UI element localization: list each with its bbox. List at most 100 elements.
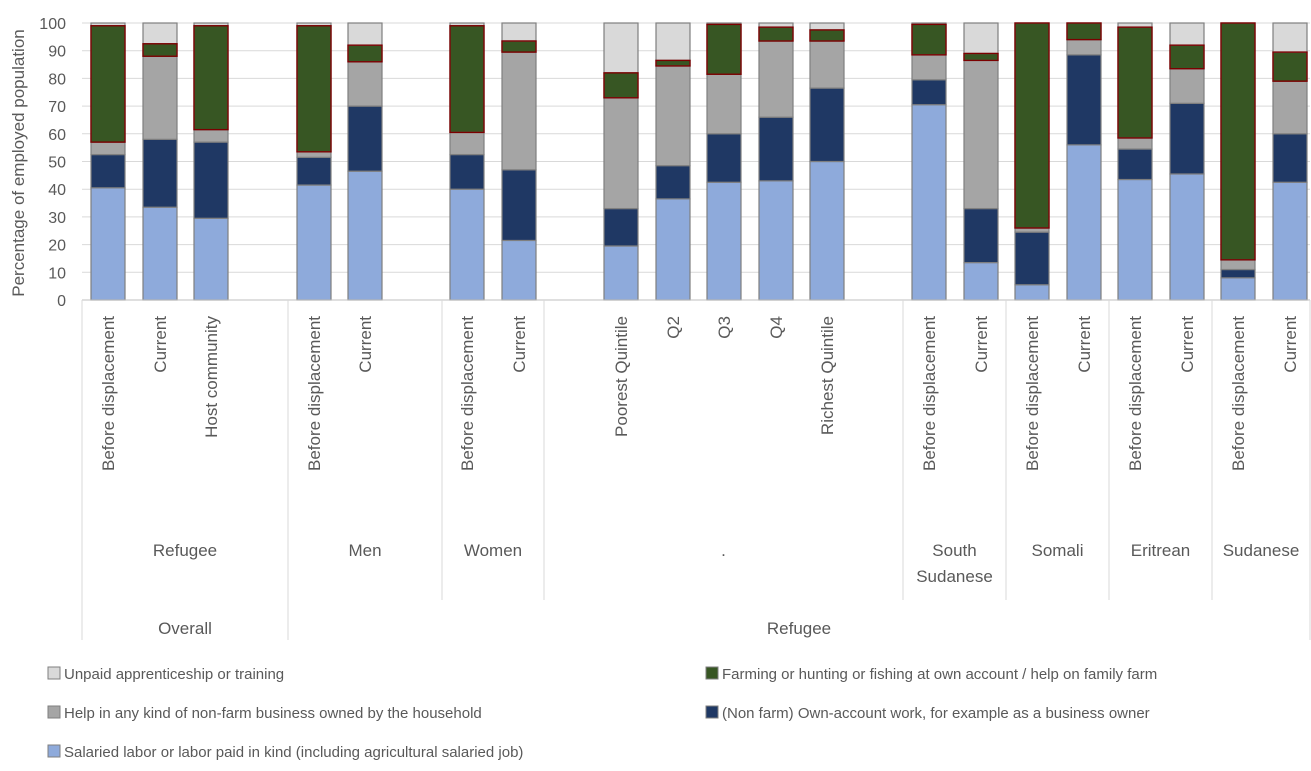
- bar-segment: [142, 55, 178, 140]
- bar-segment: [963, 22, 999, 55]
- farming-segment-outline: [1272, 51, 1308, 82]
- bar-segment: [603, 245, 639, 301]
- bar-segment: [1272, 22, 1308, 53]
- category-label: Richest Quintile: [818, 316, 837, 435]
- y-tick-label: 50: [48, 155, 66, 172]
- category-label: Before displacement: [1126, 316, 1145, 471]
- bar-segment: [501, 239, 537, 301]
- group2-label: Overall: [158, 619, 212, 638]
- group-label: Men: [348, 541, 381, 560]
- legend-swatch: [47, 705, 61, 719]
- bar-segment: [963, 59, 999, 210]
- group-label: South Sudanese: [916, 541, 993, 586]
- legend-label: Salaried labor or labor paid in kind (in…: [64, 744, 523, 761]
- y-axis-title: Percentage of employed population: [9, 29, 28, 296]
- legend-item: Help in any kind of non-farm business ow…: [47, 705, 482, 722]
- bar-segment: [706, 133, 742, 183]
- bar-stack: [1014, 22, 1050, 301]
- farming-segment-outline: [911, 23, 947, 56]
- bar-stack: [911, 22, 947, 301]
- bar-stack: [603, 22, 639, 301]
- farming-segment-outline: [963, 52, 999, 62]
- y-axis-ticks: 0 10 20 30 40 50 60 70 80 90 100: [39, 16, 66, 310]
- bar-segment: [90, 25, 126, 143]
- bar-segment: [1014, 284, 1050, 301]
- bar-segment: [1066, 54, 1102, 146]
- bar-segment: [1117, 148, 1153, 181]
- legend-label: (Non farm) Own-account work, for example…: [722, 705, 1150, 722]
- bar-stack: [963, 22, 999, 301]
- y-tick-label: 0: [57, 293, 66, 310]
- group2-label: Refugee: [767, 619, 831, 638]
- y-tick-label: 30: [48, 210, 66, 227]
- bar-segment: [501, 22, 537, 42]
- bar-segment: [706, 73, 742, 135]
- bar-stack: [296, 22, 332, 301]
- category-label: Poorest Quintile: [612, 316, 631, 437]
- bar-segment: [758, 116, 794, 182]
- category-label: Before displacement: [458, 316, 477, 471]
- farming-segment-outline: [809, 29, 845, 42]
- bar-segment: [655, 198, 691, 301]
- bar-segment: [911, 79, 947, 106]
- bar-stack: [193, 22, 229, 301]
- bar-segment: [1169, 173, 1205, 301]
- category-label: Current: [1075, 316, 1094, 373]
- bar-segment: [1014, 231, 1050, 286]
- bar-stack: [142, 22, 178, 301]
- bar-segment: [347, 22, 383, 46]
- bar-segment: [193, 217, 229, 301]
- bars: [90, 22, 1308, 301]
- farming-segment-outline: [1169, 44, 1205, 70]
- bar-stack: [449, 22, 485, 301]
- legend-item: (Non farm) Own-account work, for example…: [705, 705, 1150, 722]
- bar-segment: [963, 52, 999, 61]
- bar-segment: [193, 25, 229, 131]
- category-label: Before displacement: [1229, 316, 1248, 471]
- bar-segment: [90, 153, 126, 189]
- bar-segment: [1169, 22, 1205, 46]
- legend-label: Help in any kind of non-farm business ow…: [64, 705, 482, 722]
- bar-segment: [1014, 22, 1050, 229]
- y-tick-label: 70: [48, 99, 66, 116]
- bar-segment: [1117, 26, 1153, 139]
- farming-segment-outline: [1014, 22, 1050, 229]
- category-label: Current: [972, 316, 991, 373]
- y-tick-label: 10: [48, 265, 66, 282]
- bar-segment: [603, 72, 639, 99]
- legend-swatch: [47, 744, 61, 758]
- gridlines: [82, 22, 1310, 301]
- category-label: Current: [510, 316, 529, 373]
- bar-stack: [655, 22, 691, 301]
- bar-segment: [142, 206, 178, 301]
- bar-segment: [296, 156, 332, 186]
- bar-segment: [706, 181, 742, 301]
- bar-segment: [963, 262, 999, 301]
- group-label: .: [721, 541, 726, 560]
- bar-segment: [90, 141, 126, 156]
- bar-segment: [501, 40, 537, 53]
- bar-segment: [296, 184, 332, 301]
- bar-stack: [809, 22, 845, 301]
- bar-segment: [1220, 277, 1256, 301]
- legend-swatch: [705, 666, 719, 680]
- bar-segment: [347, 105, 383, 172]
- bar-segment: [296, 25, 332, 153]
- bar-segment: [706, 23, 742, 75]
- bar-segment: [758, 26, 794, 42]
- bar-segment: [1272, 181, 1308, 301]
- category-label: Q2: [664, 316, 683, 339]
- bar-segment: [603, 22, 639, 74]
- group-label: Somali: [1032, 541, 1084, 560]
- bar-segment: [655, 59, 691, 67]
- bar-segment: [1066, 144, 1102, 301]
- category-label: Current: [151, 316, 170, 373]
- legend-label: Farming or hunting or fishing at own acc…: [722, 666, 1157, 683]
- bar-segment: [1272, 133, 1308, 183]
- farming-segment-outline: [193, 25, 229, 131]
- bar-stack: [1117, 22, 1153, 301]
- category-label: Host community: [202, 316, 221, 438]
- bar-segment: [1220, 259, 1256, 271]
- bar-stack: [1169, 22, 1205, 301]
